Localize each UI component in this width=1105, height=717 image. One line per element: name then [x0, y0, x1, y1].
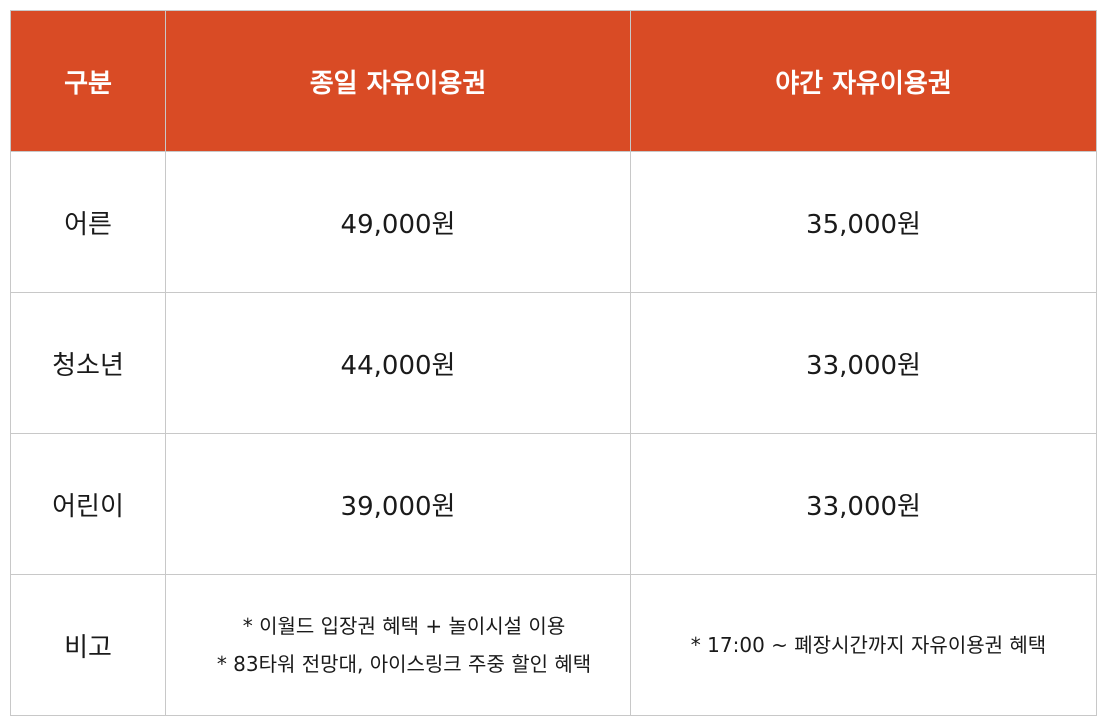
- table-header: 구분 종일 자유이용권 야간 자유이용권: [10, 10, 1097, 152]
- note-line: * 17:00 ~ 폐장시간까지 자유이용권 혜택: [690, 633, 1047, 657]
- night-notes: * 17:00 ~ 폐장시간까지 자유이용권 혜택: [630, 574, 1097, 716]
- table-row-adult: 어른 49,000원 35,000원: [10, 151, 1097, 293]
- table-body: 어른 49,000원 35,000원 청소년 44,000원 33,000원 어…: [10, 151, 1097, 716]
- night-price: 33,000원: [630, 292, 1097, 434]
- note-line: * 이월드 입장권 혜택 + 놀이시설 이용: [242, 614, 566, 638]
- row-label: 비고: [10, 574, 166, 716]
- row-label: 청소년: [10, 292, 166, 434]
- row-label: 어른: [10, 151, 166, 293]
- row-label: 어린이: [10, 433, 166, 575]
- header-category: 구분: [10, 10, 166, 152]
- note-line: * 83타워 전망대, 아이스링크 주중 할인 혜택: [216, 652, 592, 676]
- full-day-price: 44,000원: [165, 292, 631, 434]
- night-price: 33,000원: [630, 433, 1097, 575]
- header-row: 구분 종일 자유이용권 야간 자유이용권: [10, 10, 1097, 152]
- header-night-pass: 야간 자유이용권: [630, 10, 1097, 152]
- table-row-notes: 비고 * 이월드 입장권 혜택 + 놀이시설 이용 * 83타워 전망대, 아이…: [10, 574, 1097, 716]
- full-day-price: 39,000원: [165, 433, 631, 575]
- table-row-youth: 청소년 44,000원 33,000원: [10, 292, 1097, 434]
- full-day-notes: * 이월드 입장권 혜택 + 놀이시설 이용 * 83타워 전망대, 아이스링크…: [165, 574, 631, 716]
- header-full-day-pass: 종일 자유이용권: [165, 10, 631, 152]
- table-row-child: 어린이 39,000원 33,000원: [10, 433, 1097, 575]
- night-price: 35,000원: [630, 151, 1097, 293]
- full-day-price: 49,000원: [165, 151, 631, 293]
- ticket-price-table: 구분 종일 자유이용권 야간 자유이용권 어른 49,000원 35,000원 …: [10, 10, 1097, 716]
